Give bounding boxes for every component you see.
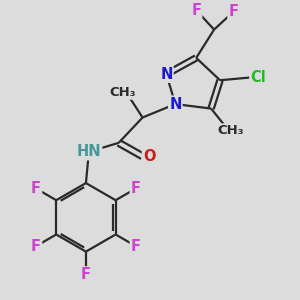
Text: F: F — [31, 238, 41, 253]
Text: N: N — [160, 67, 172, 82]
Text: Cl: Cl — [250, 70, 266, 85]
Text: F: F — [31, 181, 41, 196]
Text: F: F — [131, 181, 141, 196]
Text: N: N — [169, 97, 182, 112]
Text: CH₃: CH₃ — [109, 86, 136, 99]
Text: F: F — [229, 4, 238, 19]
Text: HN: HN — [76, 144, 101, 159]
Text: F: F — [131, 238, 141, 253]
Text: CH₃: CH₃ — [217, 124, 244, 137]
Text: O: O — [143, 149, 155, 164]
Text: F: F — [191, 3, 201, 18]
Text: F: F — [81, 267, 91, 282]
